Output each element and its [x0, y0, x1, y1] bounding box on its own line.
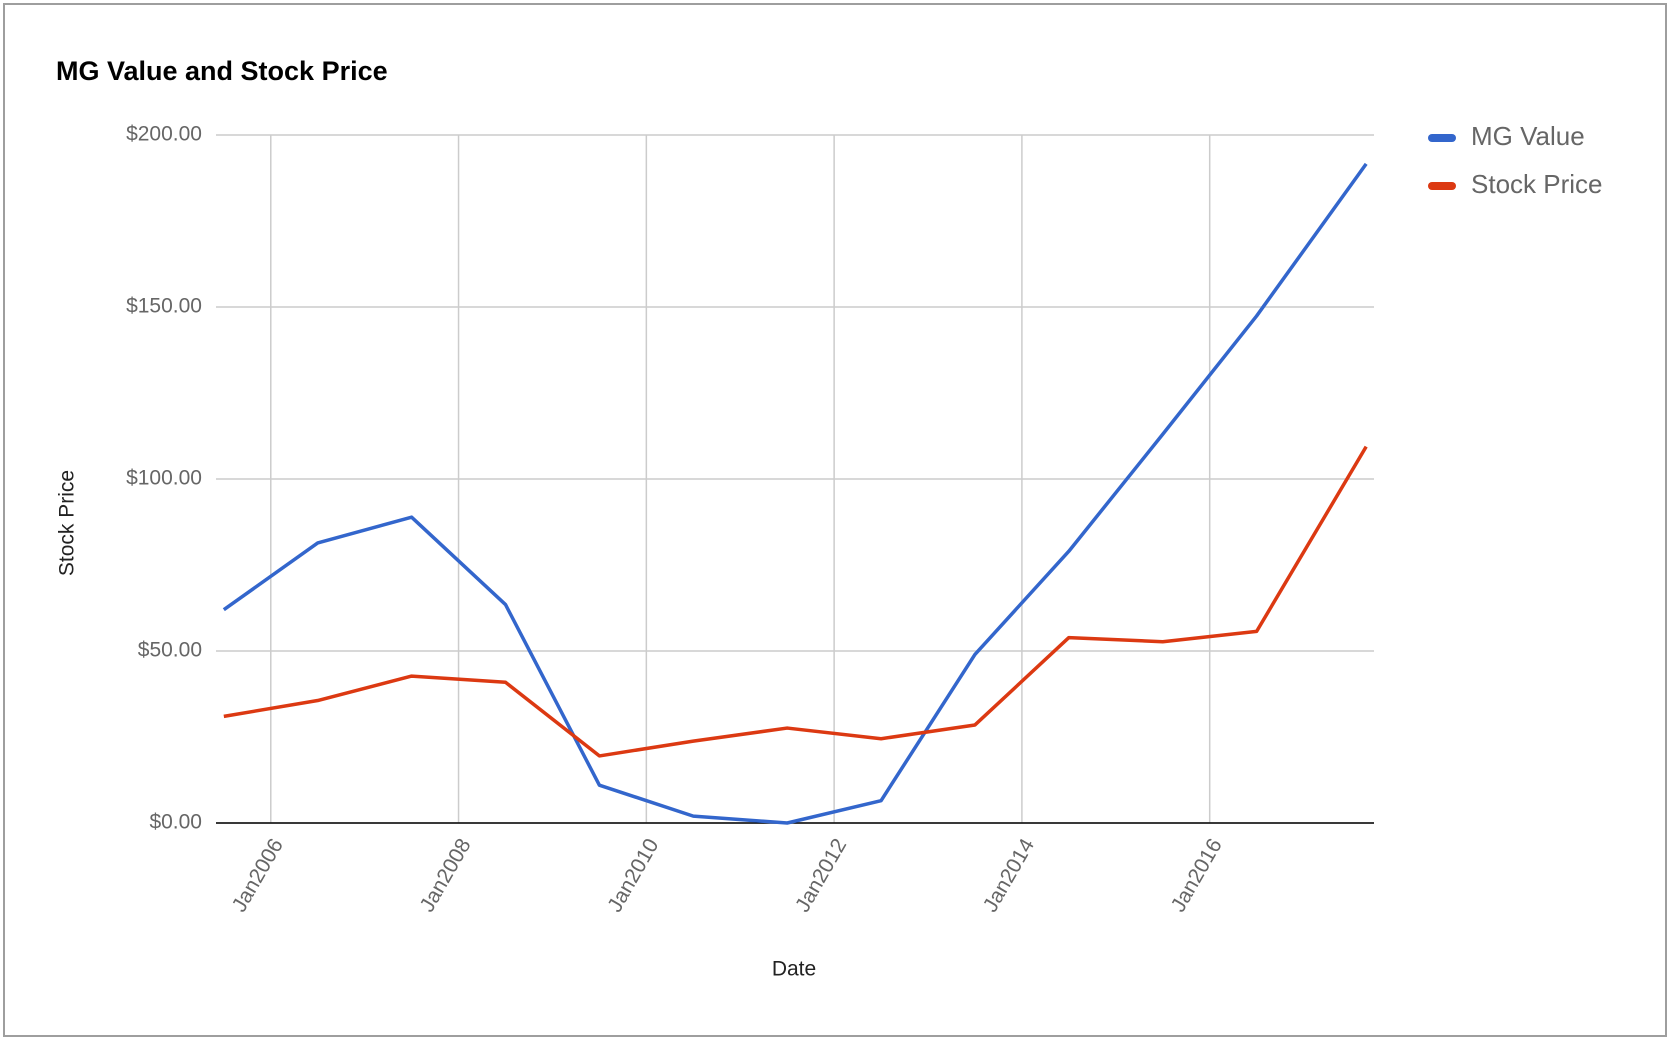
y-tick-label: $200.00 [126, 123, 202, 146]
x-axis-title: Date [772, 958, 816, 981]
y-axis-title: Stock Price [56, 470, 79, 576]
series-line [223, 445, 1368, 758]
y-tick-label: $50.00 [138, 639, 202, 662]
y-tick-label: $0.00 [149, 811, 202, 834]
legend-label: MG Value [1471, 121, 1585, 151]
chart-title: MG Value and Stock Price [56, 56, 388, 86]
chart-frame [3, 3, 1667, 1037]
y-tick-label: $150.00 [126, 295, 202, 318]
series-line [222, 162, 1368, 825]
legend-label: Stock Price [1471, 169, 1603, 199]
y-tick-label: $100.00 [126, 467, 202, 490]
